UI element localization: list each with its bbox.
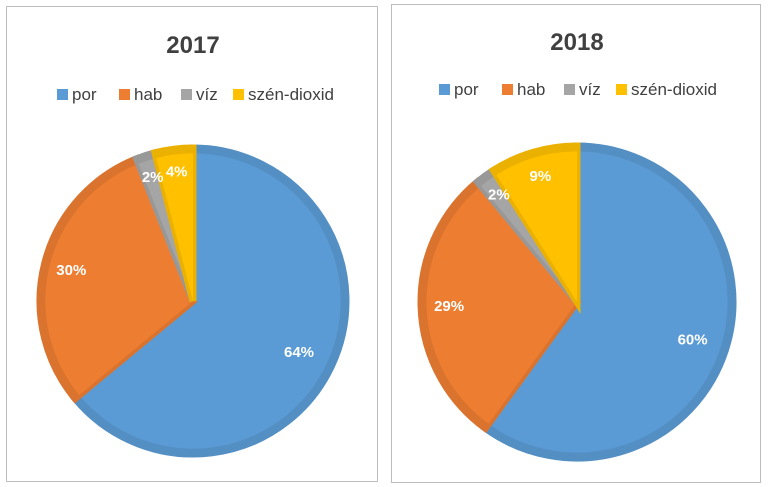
- pie-slice-fill-szen-dioxid: [496, 151, 577, 302]
- pie-chart-2017: 2017 por hab víz szén-dioxid 64% 30% 2% 4%: [36, 32, 350, 458]
- pie-slices: [36, 144, 350, 458]
- legend-swatch-por: [57, 89, 68, 100]
- data-label-hab: 29%: [434, 298, 464, 315]
- pie-slice-fill-hab: [45, 163, 194, 396]
- data-label-viz: 2%: [142, 169, 164, 186]
- legend-swatch-hab: [502, 84, 513, 95]
- data-label-szen-dioxid: 9%: [530, 168, 552, 185]
- legend-label-viz: víz: [196, 85, 218, 104]
- legend-swatch-szen-dioxid: [616, 84, 627, 95]
- legend-label-por: por: [72, 85, 97, 104]
- legend: por hab víz szén-dioxid: [57, 85, 334, 104]
- pie-chart-2018: 2018 por hab víz szén-dioxid 60% 29% 2% 9%: [417, 29, 737, 462]
- legend-label-szen-dioxid: szén-dioxid: [631, 80, 717, 99]
- data-label-por: 64%: [284, 344, 314, 361]
- legend-label-por: por: [454, 80, 479, 99]
- legend-swatch-por: [439, 84, 450, 95]
- legend-swatch-szen-dioxid: [233, 89, 244, 100]
- pie-slice-fill-hab: [426, 186, 577, 424]
- data-labels: 60% 29% 2% 9%: [434, 168, 708, 349]
- data-label-viz: 2%: [488, 187, 510, 204]
- legend-label-hab: hab: [134, 85, 162, 104]
- legend-swatch-viz: [181, 89, 192, 100]
- legend-label-hab: hab: [517, 80, 545, 99]
- legend: por hab víz szén-dioxid: [439, 80, 717, 99]
- data-label-szen-dioxid: 4%: [166, 164, 188, 181]
- data-label-hab: 30%: [56, 262, 86, 279]
- chart-title: 2018: [550, 29, 603, 56]
- legend-swatch-viz: [564, 84, 575, 95]
- chart-panel-2017: 2017 por hab víz szén-dioxid 64% 30% 2% 4%: [6, 6, 378, 482]
- data-label-por: 60%: [678, 332, 708, 349]
- chart-panel-2018: 2018 por hab víz szén-dioxid 60% 29% 2% 9%: [391, 4, 761, 483]
- pie-slices: [417, 142, 737, 462]
- data-labels: 64% 30% 2% 4%: [56, 164, 314, 361]
- pie-slice-fill-por: [79, 153, 341, 449]
- pie-slice-fill-por: [488, 151, 728, 453]
- chart-title: 2017: [166, 32, 219, 59]
- legend-swatch-hab: [119, 89, 130, 100]
- pie-slice-fill-szen-dioxid: [156, 153, 193, 301]
- legend-label-viz: víz: [579, 80, 601, 99]
- pie-slice-fill-viz: [138, 157, 193, 301]
- legend-label-szen-dioxid: szén-dioxid: [248, 85, 334, 104]
